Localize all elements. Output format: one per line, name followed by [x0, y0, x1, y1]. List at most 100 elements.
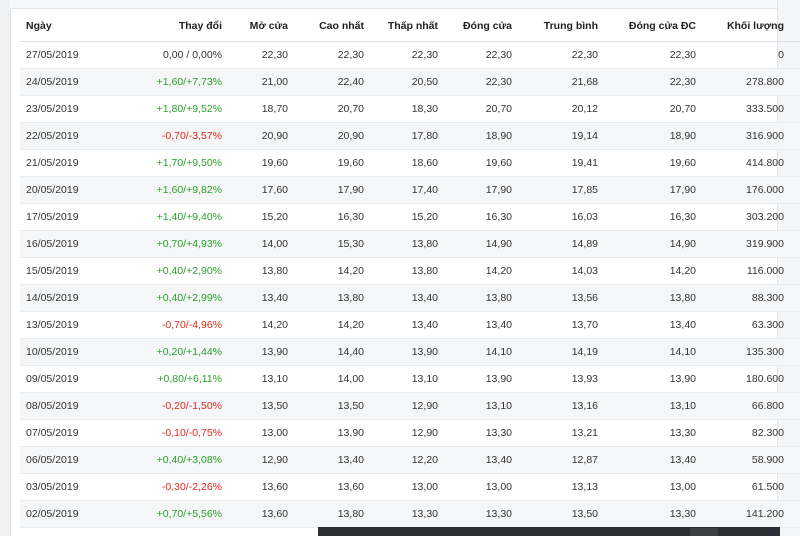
- cell-volume: 82.300: [702, 419, 790, 447]
- cell-open: 13,40: [228, 284, 294, 312]
- cell-change: +1,60/+7,73%: [118, 68, 228, 96]
- cell-close: 14,90: [444, 230, 518, 258]
- cell-average: 19,41: [518, 149, 604, 177]
- cell-high: 13,80: [294, 500, 370, 528]
- cell-change: +1,80/+9,52%: [118, 95, 228, 123]
- cell-open: 11,80: [228, 527, 294, 536]
- cell-open: 20,90: [228, 122, 294, 150]
- cell-change: +1,60/+9,82%: [118, 176, 228, 204]
- cell-low: 18,30: [370, 95, 444, 123]
- cell-close: 13,30: [444, 419, 518, 447]
- cell-close: 13,00: [444, 473, 518, 501]
- cell-high: 13,40: [294, 446, 370, 474]
- cell-low: 12,90: [370, 392, 444, 420]
- cell-date: 09/05/2019: [20, 365, 118, 393]
- header-low: Thấp nhất: [370, 11, 444, 42]
- table-row: 14/05/2019 +0,40/+2,99% 13,40 13,80 13,40 13,…: [20, 284, 800, 312]
- cell-action: [790, 284, 800, 312]
- cell-high: 15,30: [294, 230, 370, 258]
- cell-action: [790, 176, 800, 204]
- cell-close: 13,30: [444, 500, 518, 528]
- cell-high: 19,60: [294, 149, 370, 177]
- cell-action: [790, 122, 800, 150]
- cell-change: -0,70/-3,57%: [118, 122, 228, 150]
- cell-action: [790, 68, 800, 96]
- cell-date: 03/05/2019: [20, 473, 118, 501]
- cell-open: 13,60: [228, 500, 294, 528]
- cell-open: 13,50: [228, 392, 294, 420]
- cell-adjusted-close: 22,30: [604, 41, 702, 69]
- table-row: 20/05/2019 +1,60/+9,82% 17,60 17,90 17,40 17,…: [20, 176, 800, 204]
- table-row: 24/05/2019 +1,60/+7,73% 21,00 22,40 20,50 22,…: [20, 68, 800, 96]
- table-row: 03/05/2019 -0,30/-2,26% 13,60 13,60 13,00 13,…: [20, 473, 800, 501]
- cell-action: [790, 311, 800, 339]
- cell-high: 14,20: [294, 257, 370, 285]
- cell-volume: 88.300: [702, 284, 790, 312]
- cell-volume: 319.900: [702, 230, 790, 258]
- cell-average: 13,56: [518, 284, 604, 312]
- cell-open: 13,10: [228, 365, 294, 393]
- cell-volume: 135.300: [702, 338, 790, 366]
- cell-date: 14/05/2019: [20, 284, 118, 312]
- cell-high: 17,90: [294, 176, 370, 204]
- cell-adjusted-close: 14,20: [604, 257, 702, 285]
- cell-volume: 333.500: [702, 95, 790, 123]
- cell-average: 16,03: [518, 203, 604, 231]
- cell-open: 13,90: [228, 338, 294, 366]
- cell-open: 14,20: [228, 311, 294, 339]
- header-adjusted-close: Đóng cửa ĐC: [604, 11, 702, 42]
- cell-close: 22,30: [444, 68, 518, 96]
- cell-low: 20,50: [370, 68, 444, 96]
- cell-action: [790, 500, 800, 528]
- cell-date: 06/05/2019: [20, 446, 118, 474]
- cell-close: 13,90: [444, 365, 518, 393]
- cell-low: 18,60: [370, 149, 444, 177]
- cell-action: [790, 527, 800, 536]
- header-open: Mở cửa: [228, 11, 294, 42]
- cell-change: -0,20/-1,50%: [118, 392, 228, 420]
- cell-average: 14,03: [518, 257, 604, 285]
- cell-low: 13,40: [370, 311, 444, 339]
- cell-change: 0,00 / 0,00%: [118, 41, 228, 69]
- cell-date: 22/05/2019: [20, 122, 118, 150]
- cell-open: 13,80: [228, 257, 294, 285]
- cell-action: [790, 446, 800, 474]
- cell-volume: 303.200: [702, 203, 790, 231]
- table-row: 15/05/2019 +0,40/+2,90% 13,80 14,20 13,80 14,…: [20, 257, 800, 285]
- cell-low: 13,90: [370, 338, 444, 366]
- cell-action: [790, 338, 800, 366]
- cell-date: 23/05/2019: [20, 95, 118, 123]
- cell-high: 20,90: [294, 122, 370, 150]
- cell-open: 15,20: [228, 203, 294, 231]
- cell-adjusted-close: 13,90: [604, 365, 702, 393]
- cell-close: 14,20: [444, 257, 518, 285]
- cell-volume: 278.800: [702, 68, 790, 96]
- cell-volume: 0: [702, 41, 790, 69]
- cell-adjusted-close: 13,10: [604, 392, 702, 420]
- cell-open: 14,00: [228, 230, 294, 258]
- header-average: Trung bình: [518, 11, 604, 42]
- cell-open: 18,70: [228, 95, 294, 123]
- cell-action: [790, 257, 800, 285]
- cell-change: +0,40/+3,08%: [118, 446, 228, 474]
- cell-close: 13,80: [444, 284, 518, 312]
- cell-open: 17,60: [228, 176, 294, 204]
- cell-open: 13,60: [228, 473, 294, 501]
- cell-volume: 116.000: [702, 257, 790, 285]
- cell-close: 17,90: [444, 176, 518, 204]
- cell-low: 13,10: [370, 365, 444, 393]
- cell-date: 17/05/2019: [20, 203, 118, 231]
- top-strip: [10, 0, 778, 9]
- cell-date: 26/04/2019: [20, 527, 118, 536]
- cell-adjusted-close: 16,30: [604, 203, 702, 231]
- cell-average: 13,21: [518, 419, 604, 447]
- cell-volume: 58.900: [702, 446, 790, 474]
- cell-average: 13,50: [518, 500, 604, 528]
- cell-average: 13,93: [518, 365, 604, 393]
- cell-change: +1,70/+9,50%: [118, 149, 228, 177]
- left-rail: [0, 0, 11, 536]
- cell-volume: 414.800: [702, 149, 790, 177]
- table-row: 27/05/2019 0,00 / 0,00% 22,30 22,30 22,30 22,…: [20, 41, 800, 69]
- taskbar-item[interactable]: [690, 528, 718, 536]
